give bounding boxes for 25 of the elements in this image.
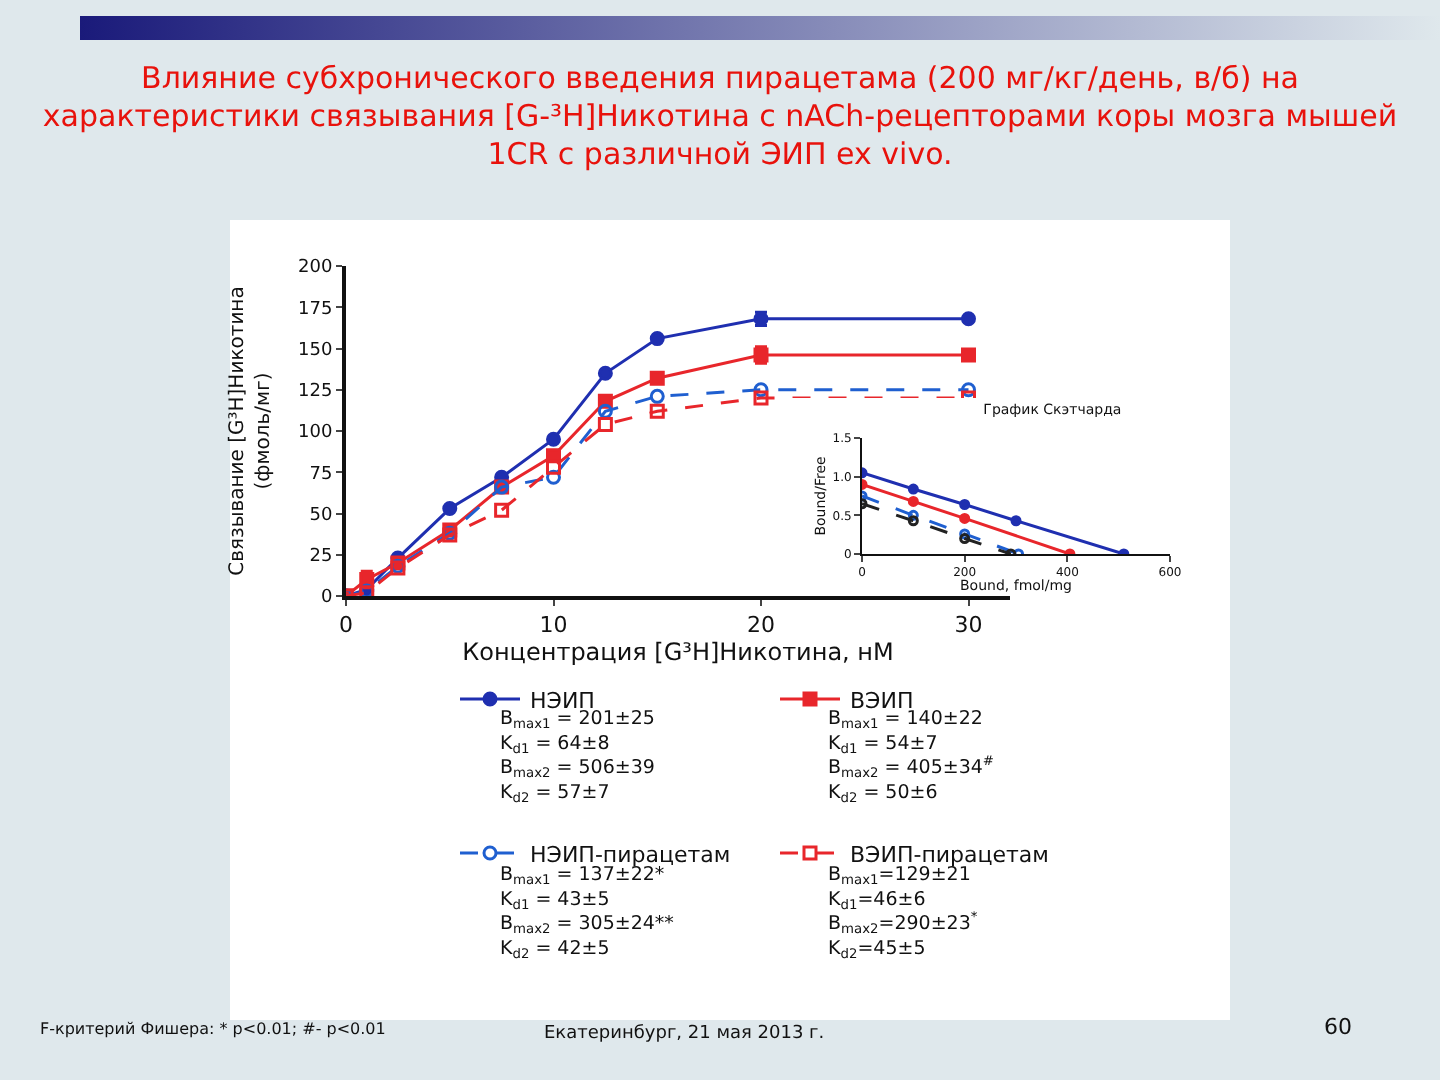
legend-label: ВЭИП-пирацетам — [850, 841, 1049, 868]
text: F-критерий Фишера: * p<0.01; #- p<0.01 — [40, 1020, 386, 1038]
x-axis-title: Концентрация [G³H]Никотина, нМ — [462, 638, 894, 667]
y-axis-title: Связывание [G³H]Никотина (фмоль/мг) — [227, 286, 276, 576]
y-tick-label: 175 — [298, 299, 333, 320]
y-tick-label: 150 — [298, 340, 333, 361]
x-tick-label: 10 — [539, 612, 568, 639]
text: B$_{max1}$ = 137±22* K$_{d1}$ = 43±5 B$_{max2}$ = 305±24** K$_{d2}$ = 42±5 — [500, 864, 674, 963]
text: B$_{max1}$=129±21 K$_{d1}$=46±6 B$_{max2}$=290±23$^{*}$ K$_{d2}$=45±5 — [828, 864, 978, 963]
text: B$_{max1}$ = 201±25 K$_{d1}$ = 64±8 B$_{max2}$ = 506±39 K$_{d2}$ = 57±7 — [500, 708, 655, 807]
x-tick-label: 20 — [747, 612, 775, 639]
chart-title: Влияние субхронического введения пирацетама (200 мг/кг/день, в/б) на характеристики связывания [G-³H]Никотина с nACh-рецепторами коры мозга мышей 1CR с различной ЭИП ex vivo. — [40, 60, 1400, 174]
x-tick-label: 30 — [954, 612, 983, 639]
y-tick-label: 100 — [298, 423, 333, 444]
y-tick-label: 200 — [298, 258, 333, 279]
x-tick-label: 0 — [339, 612, 353, 639]
y-tick-label: 0 — [320, 588, 333, 609]
y-tick-label: 75 — [309, 464, 333, 485]
legend-label: НЭИП-пирацетам — [530, 841, 731, 868]
text: B$_{max1}$ = 140±22 K$_{d1}$ = 54±7 B$_{max2}$ = 405±34$^{#}$ K$_{d2}$ = 50±6 — [828, 708, 994, 807]
y-tick-label: 125 — [298, 382, 333, 403]
y-tick-label: 25 — [309, 547, 333, 568]
text: 60 — [1324, 1014, 1352, 1040]
y-tick-label: 50 — [309, 505, 333, 526]
text: Екатеринбург, 21 мая 2013 г. — [544, 1024, 825, 1044]
